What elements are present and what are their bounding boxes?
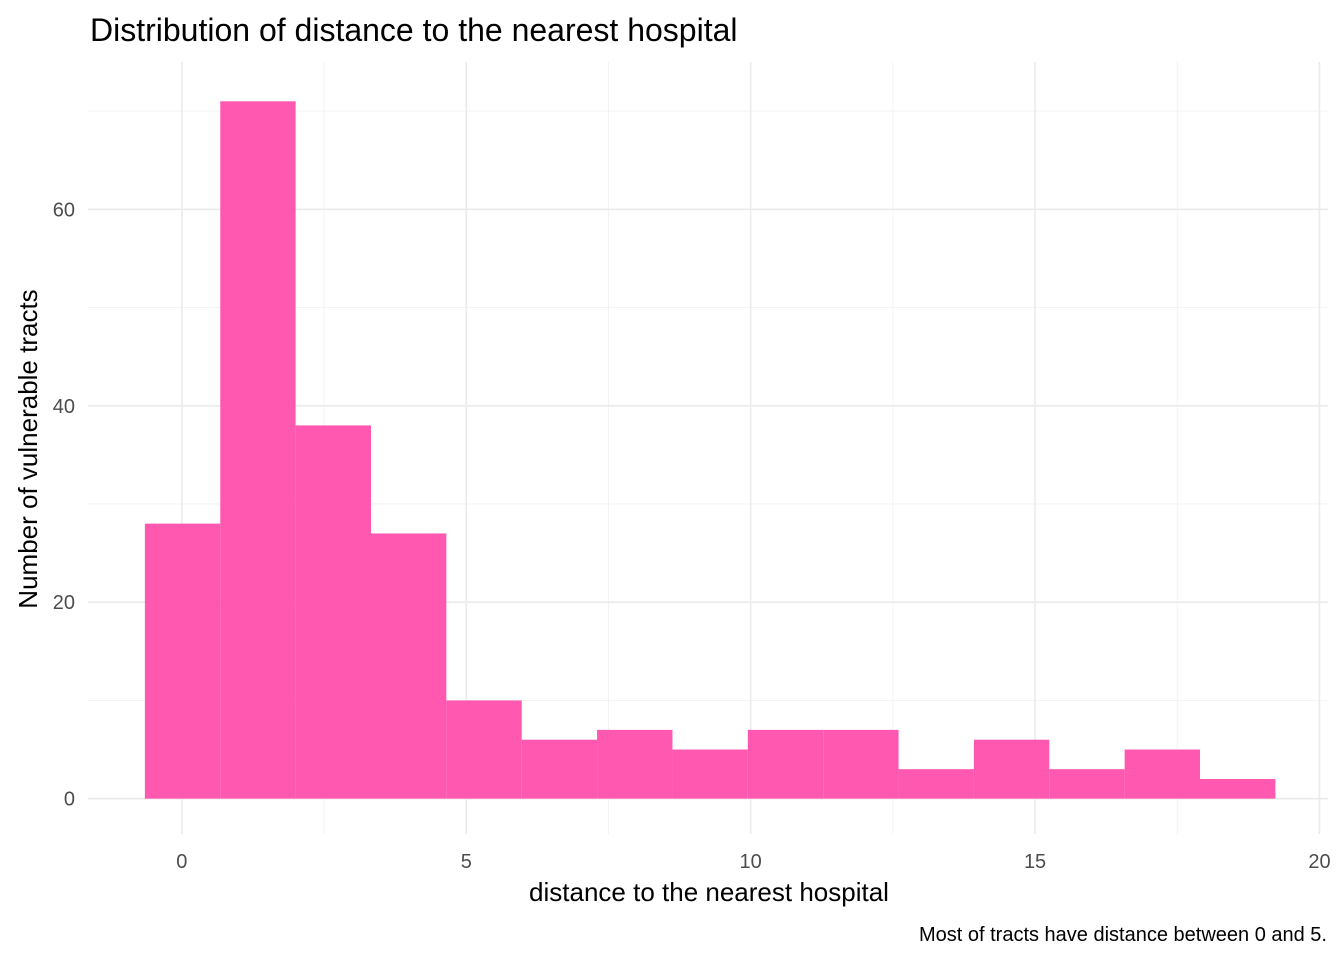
x-tick-label: 20 (1308, 851, 1330, 873)
x-tick-label: 15 (1024, 851, 1046, 873)
histogram-bars (144, 101, 1276, 799)
histogram-bar (370, 533, 447, 799)
histogram-bar (1124, 749, 1201, 799)
chart-caption: Most of tracts have distance between 0 a… (919, 924, 1327, 946)
histogram-bar (1200, 778, 1276, 799)
x-axis-title: distance to the nearest hospital (529, 877, 889, 907)
histogram-bar (144, 523, 221, 799)
x-tick-label: 0 (176, 851, 187, 873)
histogram-bar (220, 101, 296, 799)
x-tick-label: 5 (461, 851, 472, 873)
y-tick-label: 0 (64, 789, 75, 811)
histogram-bar (672, 749, 748, 799)
y-tick-label: 60 (53, 199, 75, 221)
y-axis-tick-labels: 0 20 40 60 (53, 199, 75, 810)
x-tick-label: 10 (740, 851, 762, 873)
histogram-bar (898, 769, 974, 799)
y-tick-label: 20 (53, 592, 75, 614)
y-axis-title: Number of vulnerable tracts (13, 289, 43, 608)
y-tick-label: 40 (53, 396, 75, 418)
histogram-bar (823, 729, 899, 799)
histogram-bar (295, 425, 371, 799)
histogram-bar (973, 739, 1050, 799)
chart-title: Distribution of distance to the nearest … (90, 12, 737, 48)
histogram-bar (1049, 769, 1125, 799)
histogram-bar (446, 700, 522, 799)
x-axis-tick-labels: 0 5 10 15 20 (176, 851, 1330, 873)
histogram-bar (747, 729, 824, 799)
histogram-bar (597, 729, 673, 799)
histogram-bar (521, 739, 598, 799)
